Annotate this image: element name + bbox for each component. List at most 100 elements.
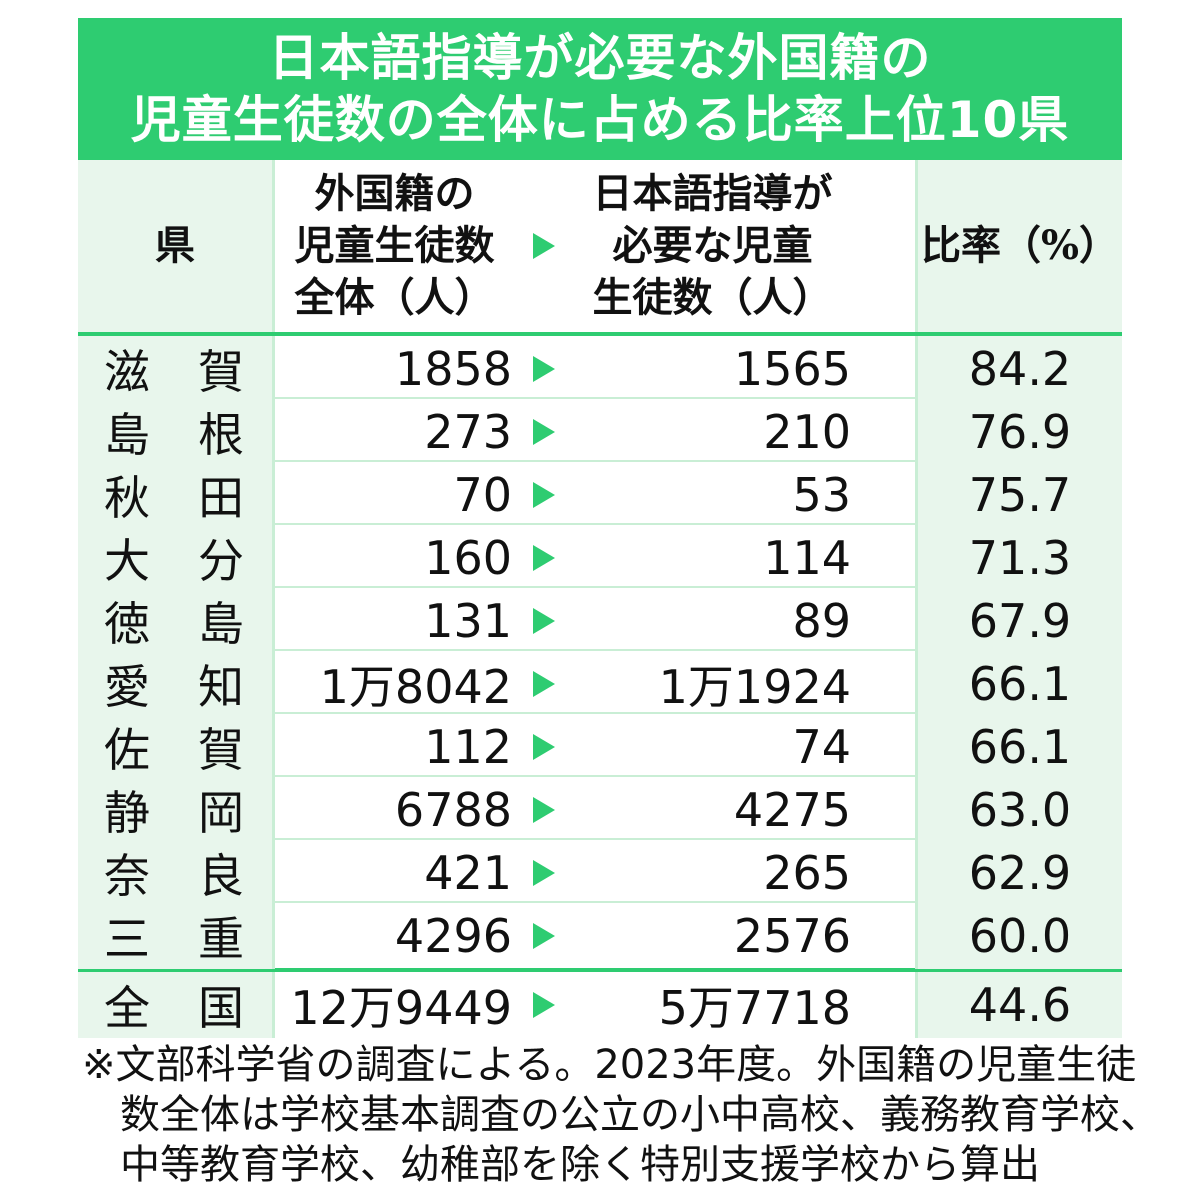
arrow-icon xyxy=(533,608,555,634)
arrow-icon xyxy=(533,356,555,382)
national-row: 全 国 12万9449 5万7718 44.6 xyxy=(78,968,1122,1038)
prefecture-char-1: 滋 xyxy=(104,345,150,399)
prefecture-char-1: 全 xyxy=(104,981,150,1035)
prefecture-char-2: 重 xyxy=(198,912,244,966)
table-row: 大分 160 114 71.3 xyxy=(78,525,1122,591)
arrow-cell xyxy=(514,777,574,843)
arrow-cell xyxy=(514,714,574,780)
arrow-icon xyxy=(533,482,555,508)
total-students-cell: 4296 xyxy=(272,903,514,969)
total-students-cell: 273 xyxy=(272,399,514,465)
table-row: 徳島 131 89 67.9 xyxy=(78,588,1122,654)
prefecture-char-2: 良 xyxy=(198,849,244,903)
prefecture-char-2: 賀 xyxy=(198,723,244,777)
arrow-icon xyxy=(533,545,555,571)
table-graphic: 日本語指導が必要な外国籍の 児童生徒数の全体に占める比率上位10県 県 外国籍の… xyxy=(78,18,1122,1038)
prefecture-char-1: 三 xyxy=(104,912,150,966)
prefecture-char-2: 根 xyxy=(198,408,244,462)
prefecture-cell: 徳島 xyxy=(78,588,272,654)
prefecture-cell: 奈良 xyxy=(78,840,272,906)
arrow-cell xyxy=(514,399,574,465)
arrow-cell xyxy=(514,972,574,1038)
table-title: 日本語指導が必要な外国籍の 児童生徒数の全体に占める比率上位10県 xyxy=(78,18,1122,160)
ratio-cell: 66.1 xyxy=(918,651,1122,717)
need-guidance-cell: 5万7718 xyxy=(574,972,918,1038)
arrow-icon xyxy=(533,992,555,1018)
table-body: 滋賀 1858 1565 84.2 島根 273 210 76.9 秋田 70 53 75.7 大分 16… xyxy=(78,336,1122,969)
prefecture-cell: 愛知 xyxy=(78,651,272,717)
need-guidance-cell: 210 xyxy=(574,399,918,465)
need-guidance-cell: 53 xyxy=(574,462,918,528)
table-row: 愛知 1万8042 1万1924 66.1 xyxy=(78,651,1122,717)
prefecture-char-2: 島 xyxy=(198,597,244,651)
need-guidance-cell: 89 xyxy=(574,588,918,654)
prefecture-char-1: 島 xyxy=(104,408,150,462)
prefecture-cell: 三重 xyxy=(78,903,272,969)
header-need-guidance: 日本語指導が 必要な児童 生徒数（人） xyxy=(574,160,918,332)
ratio-cell: 63.0 xyxy=(918,777,1122,843)
arrow-icon xyxy=(533,233,555,259)
total-students-cell: 6788 xyxy=(272,777,514,843)
table-row: 佐賀 112 74 66.1 xyxy=(78,714,1122,780)
arrow-cell xyxy=(514,336,574,402)
arrow-cell xyxy=(514,525,574,591)
header-prefecture: 県 xyxy=(78,160,272,332)
ratio-cell: 66.1 xyxy=(918,714,1122,780)
total-students-cell: 421 xyxy=(272,840,514,906)
total-students-cell: 1858 xyxy=(272,336,514,402)
prefecture-char-2: 賀 xyxy=(198,345,244,399)
prefecture-cell: 秋田 xyxy=(78,462,272,528)
need-guidance-cell: 4275 xyxy=(574,777,918,843)
arrow-cell xyxy=(514,462,574,528)
table-row: 三重 4296 2576 60.0 xyxy=(78,903,1122,969)
table-row: 島根 273 210 76.9 xyxy=(78,399,1122,465)
prefecture-char-1: 静 xyxy=(104,786,150,840)
prefecture-char-1: 秋 xyxy=(104,471,150,525)
arrow-cell xyxy=(514,903,574,969)
header-total-students: 外国籍の 児童生徒数 全体（人） xyxy=(272,160,514,332)
table-row: 奈良 421 265 62.9 xyxy=(78,840,1122,906)
prefecture-char-2: 岡 xyxy=(198,786,244,840)
need-guidance-cell: 114 xyxy=(574,525,918,591)
header-arrow xyxy=(514,160,574,332)
prefecture-cell: 全 国 xyxy=(78,972,272,1038)
prefecture-char-2: 知 xyxy=(198,660,244,714)
arrow-icon xyxy=(533,923,555,949)
prefecture-cell: 島根 xyxy=(78,399,272,465)
ratio-cell: 76.9 xyxy=(918,399,1122,465)
prefecture-char-1: 佐 xyxy=(104,723,150,777)
table-row: 滋賀 1858 1565 84.2 xyxy=(78,336,1122,402)
ratio-cell: 60.0 xyxy=(918,903,1122,969)
total-students-cell: 12万9449 xyxy=(272,972,514,1038)
ratio-cell: 71.3 xyxy=(918,525,1122,591)
arrow-icon xyxy=(533,734,555,760)
arrow-cell xyxy=(514,651,574,717)
prefecture-cell: 静岡 xyxy=(78,777,272,843)
ratio-cell: 84.2 xyxy=(918,336,1122,402)
title-line-1: 日本語指導が必要な外国籍の xyxy=(268,29,932,87)
footnote-line-2: 数全体は学校基本調査の公立の小中高校、義務教育学校、 xyxy=(120,1092,1160,1138)
total-students-cell: 70 xyxy=(272,462,514,528)
arrow-cell xyxy=(514,840,574,906)
prefecture-char-2: 分 xyxy=(198,534,244,588)
arrow-icon xyxy=(533,797,555,823)
need-guidance-cell: 74 xyxy=(574,714,918,780)
table-row: 秋田 70 53 75.7 xyxy=(78,462,1122,528)
total-students-cell: 160 xyxy=(272,525,514,591)
need-guidance-cell: 265 xyxy=(574,840,918,906)
arrow-icon xyxy=(533,671,555,697)
footnote-line-3: 中等教育学校、幼稚部を除く特別支援学校から算出 xyxy=(120,1142,1040,1188)
need-guidance-cell: 1565 xyxy=(574,336,918,402)
total-students-cell: 131 xyxy=(272,588,514,654)
need-guidance-cell: 2576 xyxy=(574,903,918,969)
prefecture-cell: 佐賀 xyxy=(78,714,272,780)
prefecture-char-1: 徳 xyxy=(104,597,150,651)
prefecture-char-2: 田 xyxy=(198,471,244,525)
prefecture-cell: 滋賀 xyxy=(78,336,272,402)
prefecture-cell: 大分 xyxy=(78,525,272,591)
header-ratio: 比率（%） xyxy=(918,160,1122,332)
footnote: ※文部科学省の調査による。2023年度。外国籍の児童生徒 数全体は学校基本調査の… xyxy=(82,1040,1160,1190)
ratio-cell: 75.7 xyxy=(918,462,1122,528)
arrow-icon xyxy=(533,860,555,886)
prefecture-char-1: 愛 xyxy=(104,660,150,714)
